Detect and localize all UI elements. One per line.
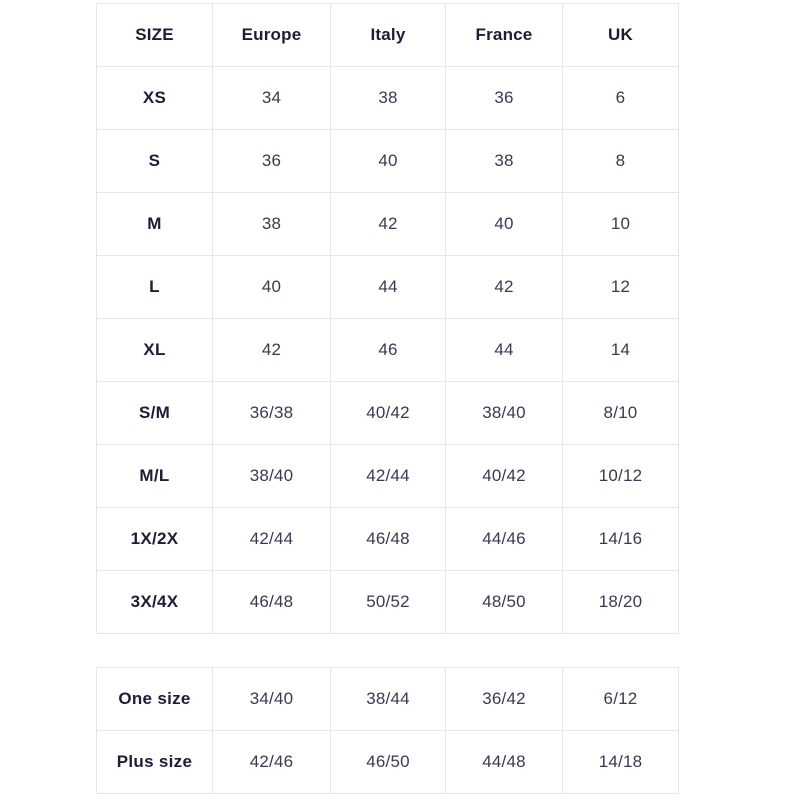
cell-size: 3X/4X <box>96 570 213 634</box>
cell-uk: 10/12 <box>562 444 679 508</box>
column-header-size: SIZE <box>96 3 213 67</box>
cell-uk: 8 <box>562 129 679 193</box>
size-chart-secondary-container: One size 34/40 38/44 36/42 6/12 Plus siz… <box>96 667 679 794</box>
cell-uk: 12 <box>562 255 679 319</box>
cell-size: 1X/2X <box>96 507 213 571</box>
table-row: S/M 36/38 40/42 38/40 8/10 <box>96 381 679 445</box>
table-row: M 38 42 40 10 <box>96 192 679 256</box>
column-header-europe: Europe <box>212 3 331 67</box>
cell-europe: 34/40 <box>212 667 331 731</box>
cell-uk: 10 <box>562 192 679 256</box>
size-conversion-table-secondary: One size 34/40 38/44 36/42 6/12 Plus siz… <box>96 667 679 794</box>
cell-uk: 14 <box>562 318 679 382</box>
table-row: M/L 38/40 42/44 40/42 10/12 <box>96 444 679 508</box>
cell-italy: 38/44 <box>330 667 446 731</box>
cell-france: 40 <box>445 192 563 256</box>
cell-uk: 14/18 <box>562 730 679 794</box>
cell-size: M/L <box>96 444 213 508</box>
cell-italy: 46/48 <box>330 507 446 571</box>
table-row: 1X/2X 42/44 46/48 44/46 14/16 <box>96 507 679 571</box>
cell-france: 40/42 <box>445 444 563 508</box>
cell-france: 42 <box>445 255 563 319</box>
cell-size: S <box>96 129 213 193</box>
cell-italy: 40/42 <box>330 381 446 445</box>
cell-size: L <box>96 255 213 319</box>
cell-france: 44 <box>445 318 563 382</box>
cell-france: 36 <box>445 66 563 130</box>
cell-europe: 42 <box>212 318 331 382</box>
cell-europe: 36/38 <box>212 381 331 445</box>
cell-uk: 18/20 <box>562 570 679 634</box>
cell-europe: 40 <box>212 255 331 319</box>
cell-france: 48/50 <box>445 570 563 634</box>
cell-france: 38/40 <box>445 381 563 445</box>
cell-europe: 38/40 <box>212 444 331 508</box>
table-row: XS 34 38 36 6 <box>96 66 679 130</box>
cell-size: M <box>96 192 213 256</box>
cell-france: 38 <box>445 129 563 193</box>
cell-size: XL <box>96 318 213 382</box>
column-header-france: France <box>445 3 563 67</box>
cell-italy: 38 <box>330 66 446 130</box>
column-header-italy: Italy <box>330 3 446 67</box>
cell-france: 44/46 <box>445 507 563 571</box>
column-header-uk: UK <box>562 3 679 67</box>
cell-size: One size <box>96 667 213 731</box>
cell-italy: 42 <box>330 192 446 256</box>
cell-italy: 42/44 <box>330 444 446 508</box>
cell-italy: 46 <box>330 318 446 382</box>
cell-france: 44/48 <box>445 730 563 794</box>
table-row: XL 42 46 44 14 <box>96 318 679 382</box>
table-row: 3X/4X 46/48 50/52 48/50 18/20 <box>96 570 679 634</box>
cell-italy: 40 <box>330 129 446 193</box>
cell-uk: 6/12 <box>562 667 679 731</box>
cell-uk: 8/10 <box>562 381 679 445</box>
cell-europe: 42/44 <box>212 507 331 571</box>
cell-europe: 36 <box>212 129 331 193</box>
table-header-row: SIZE Europe Italy France UK <box>96 3 679 67</box>
table-header: SIZE Europe Italy France UK <box>96 3 679 67</box>
cell-uk: 6 <box>562 66 679 130</box>
cell-italy: 50/52 <box>330 570 446 634</box>
cell-europe: 42/46 <box>212 730 331 794</box>
table-row: S 36 40 38 8 <box>96 129 679 193</box>
cell-europe: 46/48 <box>212 570 331 634</box>
cell-europe: 38 <box>212 192 331 256</box>
table-row: Plus size 42/46 46/50 44/48 14/18 <box>96 730 679 794</box>
cell-size: S/M <box>96 381 213 445</box>
cell-uk: 14/16 <box>562 507 679 571</box>
cell-france: 36/42 <box>445 667 563 731</box>
size-chart-primary-container: SIZE Europe Italy France UK XS 34 38 36 … <box>96 3 679 634</box>
cell-europe: 34 <box>212 66 331 130</box>
cell-italy: 46/50 <box>330 730 446 794</box>
table-body: XS 34 38 36 6 S 36 40 38 8 M 38 42 40 10 <box>96 66 679 634</box>
cell-size: XS <box>96 66 213 130</box>
cell-italy: 44 <box>330 255 446 319</box>
table-body: One size 34/40 38/44 36/42 6/12 Plus siz… <box>96 667 679 794</box>
cell-size: Plus size <box>96 730 213 794</box>
size-conversion-table-primary: SIZE Europe Italy France UK XS 34 38 36 … <box>96 3 679 634</box>
table-row: One size 34/40 38/44 36/42 6/12 <box>96 667 679 731</box>
table-row: L 40 44 42 12 <box>96 255 679 319</box>
